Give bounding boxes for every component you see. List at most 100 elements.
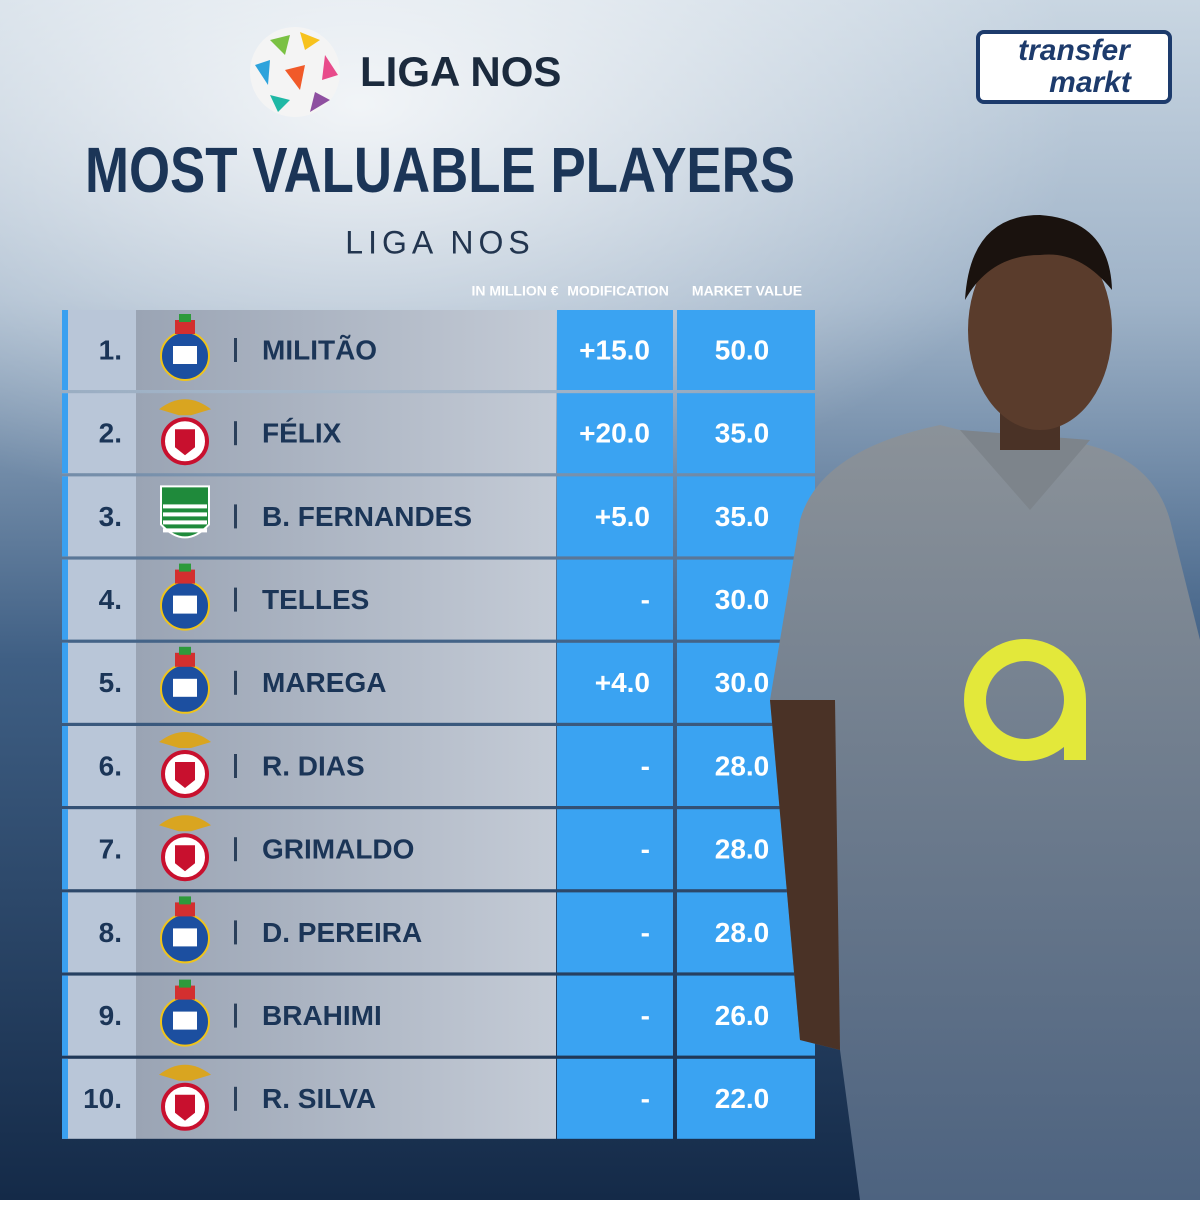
market-value: 26.0	[715, 1000, 770, 1031]
table-row: 10. R. SILVA - 22.0	[62, 1058, 815, 1139]
modification: -	[641, 1083, 650, 1114]
club-crest	[175, 845, 195, 872]
rank-cell	[62, 642, 136, 723]
table-row: 4. TELLES - 30.0	[62, 559, 815, 640]
club-crest	[173, 678, 197, 697]
modification: -	[641, 584, 650, 615]
player-name: TELLES	[262, 584, 369, 615]
modification: +15.0	[579, 334, 650, 365]
title: MOST VALUABLE PLAYERS	[85, 134, 795, 206]
modification: -	[641, 917, 650, 948]
modification-cell	[557, 476, 673, 557]
divider	[234, 587, 237, 612]
table-row: 7. GRIMALDO - 28.0	[62, 809, 815, 890]
rank-cell	[62, 1058, 136, 1139]
club-crest	[179, 563, 191, 572]
player-name: BRAHIMI	[262, 1000, 382, 1031]
player-name: MILITÃO	[262, 334, 377, 365]
player-name: GRIMALDO	[262, 834, 414, 865]
row-accent	[62, 476, 68, 557]
divider	[234, 837, 237, 862]
player-name: R. DIAS	[262, 750, 365, 781]
club-crest	[159, 399, 211, 416]
league-ball	[250, 27, 340, 117]
brand-line: transfer	[1018, 34, 1132, 67]
club-crest	[159, 1064, 211, 1081]
table-row: 1. MILITÃO +15.0 50.0	[62, 310, 815, 390]
column-header: MARKET VALUE	[692, 283, 802, 299]
player-name: B. FERNANDES	[262, 501, 472, 532]
table-row: 5. MAREGA +4.0 30.0	[62, 642, 815, 723]
divider	[234, 504, 237, 529]
club-crest	[175, 1094, 195, 1121]
modification-cell	[557, 726, 673, 806]
divider	[234, 1003, 237, 1028]
modification-cell	[557, 559, 673, 640]
market-value: 35.0	[715, 501, 770, 532]
table-row: 8. D. PEREIRA - 28.0	[62, 892, 815, 973]
club-crest	[163, 528, 207, 533]
market-value: 30.0	[715, 667, 770, 698]
row-accent	[62, 559, 68, 640]
club-crest	[159, 732, 211, 748]
club-crest	[179, 646, 191, 655]
club-crest	[163, 512, 207, 517]
divider	[234, 421, 237, 446]
club-crest	[175, 902, 195, 917]
market-value: 28.0	[715, 750, 770, 781]
player-name: R. SILVA	[262, 1083, 376, 1114]
club-crest	[173, 1011, 197, 1030]
table-row: 9. BRAHIMI - 26.0	[62, 975, 815, 1056]
divider	[234, 1086, 237, 1111]
rank-cell	[62, 310, 136, 390]
club-crest	[175, 569, 195, 584]
value-cell	[677, 1058, 815, 1139]
divider	[234, 338, 237, 362]
rank-cell	[62, 809, 136, 890]
rank: 1.	[99, 334, 122, 365]
player-name: FÉLIX	[262, 418, 342, 449]
club-crest	[179, 979, 191, 988]
club-crest	[163, 504, 207, 509]
row-accent	[62, 310, 68, 390]
modification-cell	[557, 975, 673, 1056]
club-crest	[173, 595, 197, 614]
club-crest	[175, 762, 195, 788]
value-cell	[677, 310, 815, 390]
rank: 2.	[99, 418, 122, 449]
table-row: 2. FÉLIX +20.0 35.0	[62, 393, 815, 474]
league-logo-text: LIGA NOS	[360, 48, 561, 95]
club-crest	[179, 314, 191, 322]
club-crest	[179, 896, 191, 905]
market-value: 28.0	[715, 834, 770, 865]
value-cell	[677, 476, 815, 557]
table-row: 6. R. DIAS - 28.0	[62, 726, 815, 806]
club-crest	[160, 485, 210, 539]
club-crest	[159, 815, 211, 832]
club-crest	[163, 520, 207, 525]
column-header: MODIFICATION	[567, 283, 669, 299]
rank: 6.	[99, 750, 122, 781]
club-crest	[175, 985, 195, 1000]
brand-line: markt	[1049, 66, 1133, 99]
market-value: 35.0	[715, 418, 770, 449]
brand-logo: transfer markt	[976, 30, 1172, 104]
player-name: MAREGA	[262, 667, 386, 698]
column-header: IN MILLION €	[471, 283, 558, 299]
modification: +5.0	[595, 501, 650, 532]
modification-cell	[557, 393, 673, 474]
rank-cell	[62, 892, 136, 973]
club-crest	[175, 652, 195, 667]
row-accent	[62, 393, 68, 474]
player-photo	[770, 215, 1200, 1200]
modification-cell	[557, 809, 673, 890]
value-cell	[677, 975, 815, 1056]
row-accent	[62, 726, 68, 806]
modification: -	[641, 834, 650, 865]
modification-cell	[557, 310, 673, 390]
market-value: 50.0	[715, 334, 770, 365]
rank-cell	[62, 393, 136, 474]
modification: +4.0	[595, 667, 650, 698]
market-value: 30.0	[715, 584, 770, 615]
